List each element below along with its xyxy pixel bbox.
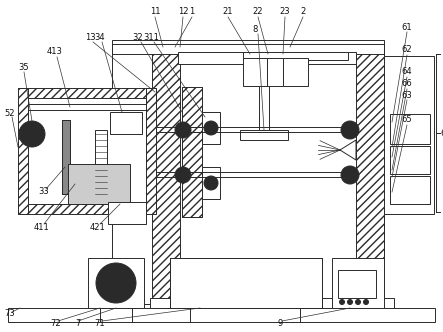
Bar — [28, 98, 146, 204]
Bar — [95, 130, 107, 194]
Circle shape — [175, 167, 191, 183]
Circle shape — [19, 121, 45, 147]
Bar — [182, 87, 202, 217]
Bar — [202, 112, 220, 144]
Bar — [68, 164, 130, 204]
Bar — [178, 52, 356, 64]
Text: 63: 63 — [402, 91, 412, 100]
Text: 52: 52 — [5, 110, 15, 119]
Circle shape — [25, 127, 39, 141]
Text: 62: 62 — [402, 45, 412, 54]
Text: 72: 72 — [51, 319, 61, 328]
Bar — [112, 44, 384, 304]
Text: 411: 411 — [34, 222, 50, 231]
Text: 22: 22 — [253, 8, 263, 17]
Bar — [332, 258, 384, 308]
Bar — [8, 308, 435, 322]
Circle shape — [364, 299, 369, 304]
Bar — [18, 88, 28, 214]
Bar — [18, 204, 156, 214]
Bar — [202, 167, 220, 199]
Bar — [338, 270, 376, 298]
Bar — [240, 130, 288, 140]
Bar — [384, 56, 434, 214]
Text: 23: 23 — [280, 8, 290, 17]
Bar — [259, 86, 269, 134]
Bar — [152, 47, 180, 302]
Bar — [390, 176, 430, 204]
Bar — [110, 112, 142, 134]
Circle shape — [347, 299, 353, 304]
Text: 71: 71 — [95, 319, 105, 328]
Text: 73: 73 — [4, 309, 16, 318]
Circle shape — [175, 122, 191, 138]
Text: 421: 421 — [90, 222, 106, 231]
Bar — [267, 58, 283, 86]
Text: 1: 1 — [189, 8, 194, 17]
Text: 413: 413 — [47, 47, 63, 56]
Bar — [390, 114, 430, 144]
Bar — [62, 120, 70, 194]
Circle shape — [341, 121, 359, 139]
Bar — [112, 40, 384, 54]
Bar — [170, 258, 322, 308]
Circle shape — [204, 176, 218, 190]
Circle shape — [96, 263, 136, 303]
Text: 65: 65 — [402, 116, 412, 124]
Text: 7: 7 — [75, 319, 81, 328]
Bar — [356, 47, 384, 302]
Bar — [243, 58, 267, 86]
Bar — [88, 258, 144, 308]
Text: 21: 21 — [223, 8, 233, 17]
Bar — [150, 298, 394, 308]
Bar — [390, 146, 430, 174]
Text: 66: 66 — [402, 79, 412, 89]
Bar — [108, 202, 146, 224]
Circle shape — [355, 299, 361, 304]
Text: 34: 34 — [95, 33, 105, 42]
Circle shape — [339, 299, 345, 304]
Text: 13: 13 — [85, 33, 95, 42]
Polygon shape — [340, 140, 356, 160]
Bar — [170, 258, 322, 308]
Text: 12: 12 — [178, 8, 188, 17]
Bar — [18, 88, 156, 98]
Circle shape — [204, 121, 218, 135]
Text: 2: 2 — [300, 8, 306, 17]
Text: 64: 64 — [402, 67, 412, 76]
Text: 311: 311 — [143, 33, 159, 42]
Text: 61: 61 — [402, 23, 412, 32]
Bar — [182, 87, 202, 217]
Text: 33: 33 — [39, 188, 49, 197]
Bar — [283, 58, 308, 86]
Text: 35: 35 — [19, 62, 29, 71]
Bar — [146, 88, 156, 214]
Text: 9: 9 — [277, 319, 283, 328]
Text: 8: 8 — [253, 25, 258, 34]
Text: 11: 11 — [150, 8, 160, 17]
Text: 6: 6 — [440, 128, 443, 137]
Bar — [62, 120, 70, 194]
Text: 32: 32 — [133, 33, 144, 42]
Bar — [243, 52, 348, 60]
Circle shape — [341, 166, 359, 184]
